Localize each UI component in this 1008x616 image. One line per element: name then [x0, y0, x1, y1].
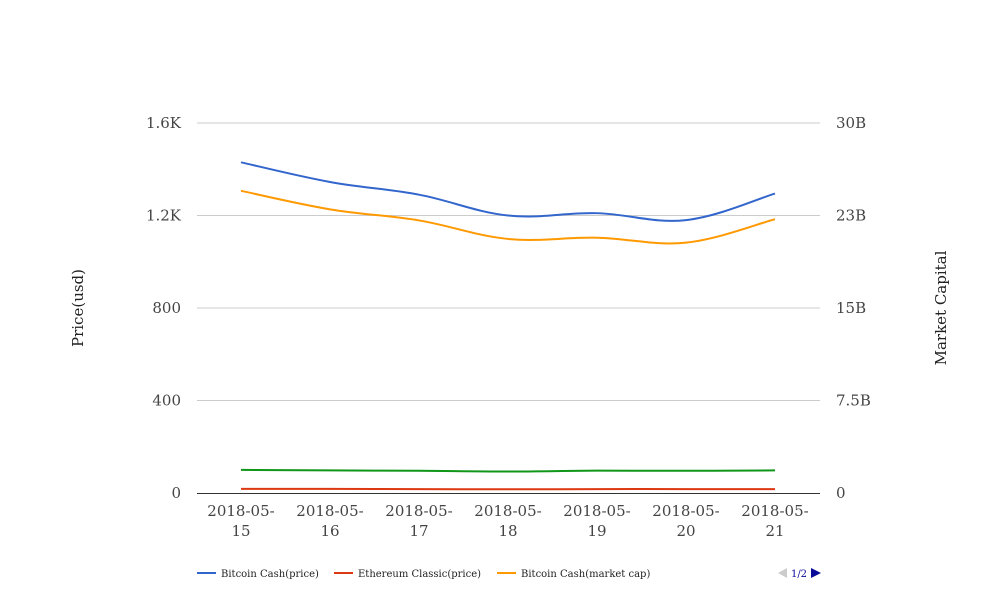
x-tick-label: 2018-05- 18 [474, 502, 541, 540]
x-tick-label-line: 2018-05- [296, 502, 363, 520]
x-tick-label: 2018-05- 21 [741, 502, 808, 540]
left-tick-label: 0 [171, 484, 181, 502]
legend-label: Bitcoin Cash(market cap) [521, 569, 650, 580]
left-tick-label: 400 [152, 392, 181, 410]
right-tick-label: 30B [836, 114, 866, 132]
left-axis-ticks: 0 400 800 1.2K 1.6K [146, 114, 182, 502]
right-tick-label: 15B [836, 299, 866, 317]
x-tick-label-line: 2018-05- [563, 502, 630, 520]
pager-text: 1/2 [791, 569, 807, 580]
x-tick-label: 2018-05- 20 [652, 502, 719, 540]
legend-pager: 1/2 [778, 568, 821, 580]
series-line-2 [240, 189, 776, 245]
x-tick-label-line: 2018-05- [741, 502, 808, 520]
x-tick-label-line: 19 [587, 522, 606, 540]
left-tick-label: 1.6K [146, 114, 182, 132]
x-tick-label: 2018-05- 17 [385, 502, 452, 540]
x-axis-ticks: 2018-05- 15 2018-05- 16 2018-05- 17 2018-05- 18… [207, 502, 808, 540]
left-tick-label: 800 [152, 299, 181, 317]
series-line-3 [240, 468, 776, 473]
right-tick-label: 7.5B [836, 392, 871, 410]
right-axis-title: Market Capital [932, 250, 950, 365]
x-tick-label-line: 2018-05- [207, 502, 274, 520]
right-tick-label: 23B [836, 207, 866, 225]
pager-next-icon[interactable] [811, 568, 821, 578]
legend: Bitcoin Cash(price) Ethereum Classic(pric… [197, 569, 650, 580]
x-tick-label-line: 16 [320, 522, 339, 540]
x-tick-label-line: 20 [676, 522, 695, 540]
left-tick-label: 1.2K [146, 207, 182, 225]
legend-label: Ethereum Classic(price) [358, 569, 481, 580]
x-tick-label-line: 17 [409, 522, 428, 540]
x-tick-label-line: 2018-05- [385, 502, 452, 520]
x-tick-label: 2018-05- 16 [296, 502, 363, 540]
x-tick-label-line: 15 [231, 522, 250, 540]
series-line-0 [240, 161, 776, 222]
pager-prev-icon[interactable] [778, 568, 787, 578]
right-tick-label: 0 [836, 484, 846, 502]
x-tick-label-line: 18 [498, 522, 517, 540]
right-axis-ticks: 0 7.5B 15B 23B 30B [836, 114, 871, 502]
x-tick-label: 2018-05- 19 [563, 502, 630, 540]
x-tick-label-line: 2018-05- [474, 502, 541, 520]
x-tick-label-line: 2018-05- [652, 502, 719, 520]
series-layer [240, 161, 776, 491]
legend-label: Bitcoin Cash(price) [221, 569, 319, 580]
gridlines [197, 122, 820, 401]
left-axis-title: Price(usd) [69, 269, 87, 347]
x-tick-label-line: 21 [765, 522, 784, 540]
x-tick-label: 2018-05- 15 [207, 502, 274, 540]
